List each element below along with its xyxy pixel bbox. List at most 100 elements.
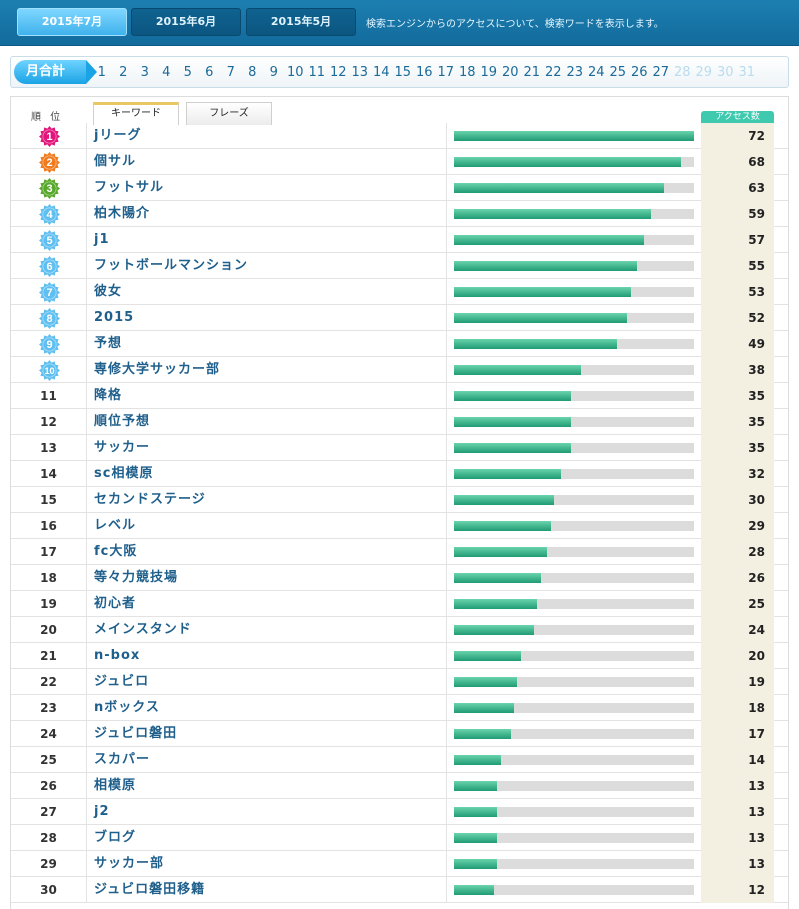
- day-link-3[interactable]: 3: [140, 64, 149, 80]
- keyword-link[interactable]: フットボールマンション: [87, 253, 447, 279]
- rank-medal-icon: 3: [39, 178, 60, 199]
- keyword-link[interactable]: 専修大学サッカー部: [87, 357, 447, 383]
- day-link-23[interactable]: 23: [566, 64, 584, 80]
- day-link-13[interactable]: 13: [351, 64, 369, 80]
- keyword-link[interactable]: 降格: [87, 383, 447, 409]
- keyword-link[interactable]: 柏木陽介: [87, 201, 447, 227]
- table-row: 25 スカパー 14: [11, 747, 788, 773]
- day-link-26[interactable]: 26: [630, 64, 648, 80]
- day-link-5[interactable]: 5: [183, 64, 192, 80]
- rank-cell: 8: [11, 305, 87, 331]
- rank-cell: 3: [11, 175, 87, 201]
- day-link-31-disabled: 31: [738, 64, 756, 80]
- keyword-link[interactable]: ジュビロ: [87, 669, 447, 695]
- day-link-24[interactable]: 24: [587, 64, 605, 80]
- rank-cell: 21: [11, 643, 87, 669]
- day-link-18[interactable]: 18: [458, 64, 476, 80]
- keyword-link[interactable]: ブログ: [87, 825, 447, 851]
- table-row: 6 フットボールマンション 55: [11, 253, 788, 279]
- keyword-link[interactable]: n-box: [87, 643, 447, 669]
- day-link-22[interactable]: 22: [544, 64, 562, 80]
- access-bar-fill: [454, 365, 581, 375]
- tab-phrase[interactable]: フレーズ: [186, 102, 272, 125]
- keyword-link[interactable]: sc相模原: [87, 461, 447, 487]
- day-link-7[interactable]: 7: [226, 64, 235, 80]
- access-count: 68: [701, 149, 774, 175]
- month-tab-2015-05[interactable]: 2015年5月: [246, 8, 356, 36]
- day-link-16[interactable]: 16: [415, 64, 433, 80]
- month-tab-2015-06[interactable]: 2015年6月: [131, 8, 241, 36]
- access-bar-fill: [454, 131, 694, 141]
- keyword-link[interactable]: 個サル: [87, 149, 447, 175]
- day-link-20[interactable]: 20: [501, 64, 519, 80]
- keyword-link[interactable]: nボックス: [87, 695, 447, 721]
- day-link-9[interactable]: 9: [269, 64, 278, 80]
- keyword-link[interactable]: 順位予想: [87, 409, 447, 435]
- access-bar: [454, 547, 694, 557]
- keyword-link[interactable]: 等々力競技場: [87, 565, 447, 591]
- keyword-link[interactable]: スカパー: [87, 747, 447, 773]
- rank-number: 20: [40, 623, 57, 637]
- keyword-link[interactable]: 2015: [87, 305, 447, 331]
- tab-keyword[interactable]: キーワード: [93, 102, 179, 125]
- keyword-link[interactable]: レベル: [87, 513, 447, 539]
- day-link-25[interactable]: 25: [609, 64, 627, 80]
- day-link-15[interactable]: 15: [394, 64, 412, 80]
- access-bar-fill: [454, 599, 538, 609]
- table-row: 28 ブログ 13: [11, 825, 788, 851]
- access-bar: [454, 417, 694, 427]
- access-bar: [454, 443, 694, 453]
- access-bar: [454, 833, 694, 843]
- rank-number: 12: [40, 415, 57, 429]
- day-link-6[interactable]: 6: [205, 64, 214, 80]
- rank-cell: 25: [11, 747, 87, 773]
- keyword-link[interactable]: jリーグ: [87, 123, 447, 149]
- keyword-link[interactable]: j1: [87, 227, 447, 253]
- keyword-link[interactable]: ジュビロ磐田: [87, 721, 447, 747]
- month-total-button[interactable]: 月合計: [14, 60, 97, 84]
- rank-number: 13: [40, 441, 57, 455]
- month-tab-2015-07[interactable]: 2015年7月: [17, 8, 127, 36]
- keyword-link[interactable]: 相模原: [87, 773, 447, 799]
- day-link-8[interactable]: 8: [248, 64, 257, 80]
- table-row: 15 セカンドステージ 30: [11, 487, 788, 513]
- keyword-link[interactable]: 予想: [87, 331, 447, 357]
- access-bar-fill: [454, 755, 501, 765]
- keyword-link[interactable]: メインスタンド: [87, 617, 447, 643]
- rank-cell: 11: [11, 383, 87, 409]
- rank-number: 29: [40, 857, 57, 871]
- day-link-17[interactable]: 17: [437, 64, 455, 80]
- rank-medal-icon: 8: [39, 308, 60, 329]
- access-bar: [454, 287, 694, 297]
- rank-cell: 6: [11, 253, 87, 279]
- keyword-link[interactable]: ジュビロ磐田移籍: [87, 877, 447, 903]
- rank-cell: 27: [11, 799, 87, 825]
- day-link-11[interactable]: 11: [308, 64, 326, 80]
- day-link-10[interactable]: 10: [286, 64, 304, 80]
- table-row: 9 予想 49: [11, 331, 788, 357]
- day-link-27[interactable]: 27: [652, 64, 670, 80]
- day-link-14[interactable]: 14: [372, 64, 390, 80]
- day-link-2[interactable]: 2: [119, 64, 128, 80]
- day-link-4[interactable]: 4: [162, 64, 171, 80]
- access-bar-fill: [454, 391, 571, 401]
- keyword-link[interactable]: セカンドステージ: [87, 487, 447, 513]
- access-bar-fill: [454, 729, 511, 739]
- keyword-link[interactable]: 初心者: [87, 591, 447, 617]
- table-row: 5 j1 57: [11, 227, 788, 253]
- access-bar: [454, 209, 694, 219]
- rank-cell: 18: [11, 565, 87, 591]
- rank-number: 17: [40, 545, 57, 559]
- day-link-12[interactable]: 12: [329, 64, 347, 80]
- access-bar: [454, 131, 694, 141]
- keyword-link[interactable]: フットサル: [87, 175, 447, 201]
- day-link-21[interactable]: 21: [523, 64, 541, 80]
- keyword-link[interactable]: j2: [87, 799, 447, 825]
- keyword-link[interactable]: fc大阪: [87, 539, 447, 565]
- keyword-link[interactable]: 彼女: [87, 279, 447, 305]
- day-link-1[interactable]: 1: [97, 64, 106, 80]
- access-bar-fill: [454, 703, 514, 713]
- keyword-link[interactable]: サッカー部: [87, 851, 447, 877]
- day-link-19[interactable]: 19: [480, 64, 498, 80]
- keyword-link[interactable]: サッカー: [87, 435, 447, 461]
